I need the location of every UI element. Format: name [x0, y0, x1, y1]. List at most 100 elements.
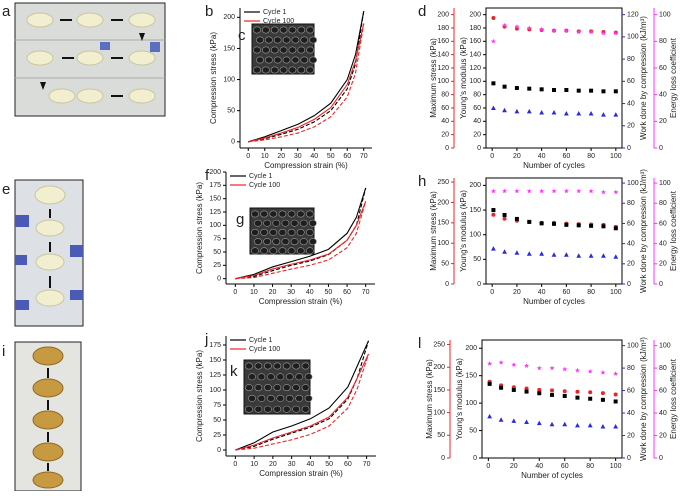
sem-pore — [272, 219, 281, 227]
point — [613, 399, 618, 404]
point — [502, 22, 508, 28]
sem-pore — [278, 228, 287, 236]
y-tick-label: 140 — [437, 52, 449, 59]
point — [502, 107, 507, 113]
x-tick-label: 60 — [562, 289, 570, 296]
point — [514, 24, 520, 29]
point — [498, 417, 504, 422]
y-tick-label: 0 — [627, 455, 631, 462]
sem-pore — [309, 36, 318, 44]
point — [491, 16, 496, 20]
y-tick-label: 0 — [473, 455, 477, 462]
y-axis-title: Maximum stress (kPa) — [425, 359, 434, 439]
sem-pore — [256, 56, 264, 64]
y-tick-label: 200 — [465, 345, 477, 352]
point — [613, 189, 619, 195]
y-axis-title: Energy loss coefficient — [669, 190, 678, 271]
sem-pore — [257, 394, 266, 402]
x-tick-label: 20 — [269, 289, 277, 296]
legend-label: Cycle 100 — [249, 346, 280, 353]
point — [613, 226, 618, 231]
sem-pore — [308, 238, 317, 246]
point — [502, 188, 508, 194]
y-tick-label: 150 — [465, 373, 477, 380]
y-tick-label: 20 — [441, 132, 449, 139]
sem-pore — [254, 238, 262, 246]
point — [524, 386, 529, 391]
y-tick-label: 40 — [473, 118, 481, 125]
point — [552, 221, 556, 226]
point — [487, 361, 493, 366]
sem-pore — [279, 26, 288, 34]
y-axis-title: Work done by compression (kJ/m³) — [639, 337, 648, 461]
sem-pore — [279, 66, 288, 74]
y-tick-label: 40 — [627, 100, 635, 107]
sem-pore — [292, 405, 301, 413]
y-tick-label: 20 — [627, 261, 635, 268]
sem-pore — [254, 362, 263, 370]
point — [613, 392, 618, 397]
x-tick-label: 100 — [610, 463, 622, 470]
x-tick-label: 20 — [513, 289, 521, 296]
sem-pore — [287, 228, 296, 236]
point — [563, 188, 569, 194]
y-tick-label: 0 — [627, 281, 631, 288]
photo-i — [14, 341, 82, 492]
x-tick-label: 20 — [510, 463, 518, 470]
point — [490, 38, 496, 44]
point — [502, 216, 507, 221]
point — [498, 359, 504, 365]
point — [552, 88, 556, 92]
sem-pore — [256, 36, 264, 44]
y-tick-label: 40 — [659, 410, 667, 417]
y-tick-label: 200 — [437, 12, 449, 19]
y-tick-label: 20 — [659, 432, 667, 439]
sem-pore — [245, 405, 253, 413]
y-tick-label: 40 — [441, 118, 449, 125]
point — [527, 219, 532, 224]
sem-pore — [308, 219, 317, 227]
sem-pore — [301, 362, 310, 370]
y-tick-label: 100 — [209, 387, 221, 394]
y-tick-label: 150 — [209, 196, 221, 203]
panel-label: b — [205, 3, 213, 20]
panel-label: c — [238, 27, 246, 44]
legend-label: Cycle 100 — [263, 18, 294, 25]
y-tick-label: 80 — [441, 92, 449, 99]
y-tick-label: 150 — [469, 207, 481, 214]
point — [487, 381, 492, 386]
sem-pore — [282, 36, 291, 44]
panel-label: h — [418, 173, 426, 190]
x-tick-label: 10 — [250, 289, 258, 296]
sem-pore — [261, 26, 270, 34]
x-tick-label: 60 — [343, 289, 351, 296]
y-tick-label: 50 — [441, 260, 449, 267]
y-tick-label: 0 — [477, 145, 481, 152]
y-tick-label: 200 — [437, 199, 449, 206]
curve — [235, 201, 367, 280]
y-tick-label: 120 — [469, 65, 481, 72]
y-tick-label: 140 — [469, 52, 481, 59]
sem-pore — [296, 210, 305, 218]
x-tick-label: 100 — [610, 289, 622, 296]
y-tick-label: 20 — [627, 432, 635, 439]
point — [551, 252, 557, 257]
point — [576, 253, 582, 258]
y-tick-label: 100 — [209, 222, 221, 229]
y-tick-label: 120 — [627, 12, 639, 19]
y-tick-label: 0 — [659, 281, 663, 288]
x-tick-label: 0 — [246, 153, 250, 160]
x-tick-label: 40 — [306, 461, 314, 468]
point — [549, 421, 555, 427]
y-axis-title: Compression stress (kPa) — [195, 182, 204, 274]
curve — [235, 201, 367, 280]
panel-label: e — [2, 181, 10, 198]
sem-pore — [288, 26, 297, 34]
sem-pore — [266, 373, 275, 381]
y-tick-label: 100 — [627, 34, 639, 41]
point — [491, 105, 496, 110]
point — [526, 108, 532, 114]
point — [562, 421, 568, 427]
curve — [248, 11, 365, 143]
sem-pore — [304, 373, 313, 381]
